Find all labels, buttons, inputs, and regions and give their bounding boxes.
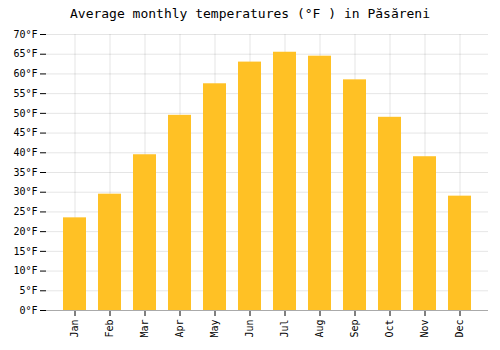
svg-text:10°F: 10°F [13,265,37,276]
svg-text:70°F: 70°F [13,29,37,40]
svg-text:Sep: Sep [349,320,360,338]
svg-text:Jun: Jun [244,320,255,338]
svg-text:Feb: Feb [104,320,115,338]
svg-text:25°F: 25°F [13,206,37,217]
svg-text:65°F: 65°F [13,48,37,59]
svg-text:45°F: 45°F [13,127,37,138]
svg-text:Nov: Nov [419,320,430,338]
svg-text:50°F: 50°F [13,108,37,119]
svg-text:Oct: Oct [384,320,395,338]
svg-text:20°F: 20°F [13,226,37,237]
html-text:Average monthly temperatures (: Average monthly temperatures (°F ) in Pă… [70,6,430,21]
svg-text:Mar: Mar [139,320,150,338]
svg-text:Jan: Jan [69,320,80,338]
svg-text:Apr: Apr [174,320,185,338]
svg-text:5°F: 5°F [19,285,37,296]
svg-text:May: May [209,320,220,338]
svg-text:0°F: 0°F [19,305,37,316]
svg-text:35°F: 35°F [13,167,37,178]
svg-text:55°F: 55°F [13,88,37,99]
svg-text:40°F: 40°F [13,147,37,158]
svg-text:Jul: Jul [279,320,290,338]
svg-text:Aug: Aug [314,320,325,338]
svg-text:Dec: Dec [454,320,465,338]
svg-text:60°F: 60°F [13,68,37,79]
svg-text:30°F: 30°F [13,186,37,197]
svg-text:15°F: 15°F [13,246,37,257]
